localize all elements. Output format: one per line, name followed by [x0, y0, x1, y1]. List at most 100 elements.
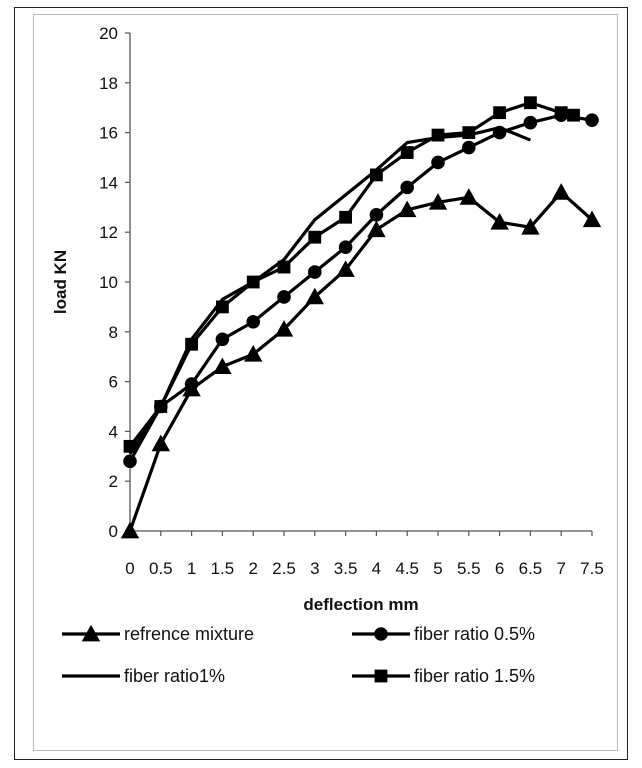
- y-axis-title: load KN: [51, 250, 70, 314]
- data-point-square: [154, 400, 168, 413]
- data-point-square: [524, 96, 537, 110]
- data-point-square: [374, 669, 388, 683]
- x-tick-label: 3: [310, 559, 319, 578]
- x-tick-label: 5.5: [457, 559, 481, 578]
- x-tick-label: 7: [556, 559, 565, 578]
- legend-item-refrence-mixture: refrence mixture: [62, 624, 254, 644]
- data-point-triangle: [552, 183, 571, 200]
- series-line: [128, 113, 593, 463]
- data-point-circle: [215, 332, 230, 347]
- data-point-triangle: [367, 220, 386, 238]
- series-layer: [120, 96, 602, 539]
- x-tick-label: 4.5: [395, 559, 419, 578]
- data-point-square: [185, 337, 198, 351]
- data-point-circle: [523, 115, 538, 130]
- data-point-square: [246, 275, 260, 289]
- data-point-triangle: [151, 434, 170, 452]
- y-tick-label: 10: [99, 273, 118, 292]
- data-point-triangle: [244, 345, 263, 362]
- data-point-circle: [338, 240, 353, 254]
- y-tick-label: 16: [99, 124, 118, 143]
- series-line: [128, 190, 594, 532]
- x-tick-label: 2.5: [272, 559, 296, 578]
- data-point-circle: [277, 290, 291, 304]
- y-tick-label: 18: [99, 74, 118, 93]
- legend-label: fiber ratio1%: [124, 666, 225, 686]
- x-tick-labels: 0 0.5 1 1.5 2 2.5 3 3.5 4 4.5 5 5.5 6 6.5 7 7.5: [125, 531, 604, 578]
- y-tick-label: 4: [109, 422, 118, 441]
- data-point-triangle: [336, 260, 355, 277]
- x-tick-label: 6: [495, 559, 504, 578]
- y-tick-label: 20: [99, 24, 118, 43]
- x-tick-label: 1.5: [211, 559, 235, 578]
- x-tick-label: 0: [125, 559, 134, 578]
- data-point-triangle: [274, 320, 294, 337]
- y-tick-label: 2: [109, 472, 118, 491]
- legend: refrence mixture fiber ratio 0.5% fiber …: [62, 624, 535, 686]
- y-tick-label: 0: [109, 522, 118, 541]
- figure-outer-border: [14, 7, 628, 760]
- legend-item-fiber-ratio-1: fiber ratio1%: [62, 666, 225, 686]
- x-tick-label: 4: [372, 559, 381, 578]
- axes: [129, 33, 592, 532]
- legend-label: refrence mixture: [124, 624, 254, 644]
- x-tick-label: 2: [248, 559, 257, 578]
- legend-label: fiber ratio 0.5%: [414, 624, 535, 644]
- data-point-triangle: [582, 210, 602, 228]
- x-tick-label: 5: [433, 559, 442, 578]
- data-point-square: [431, 128, 445, 142]
- data-point-circle: [431, 155, 445, 170]
- x-tick-label: 1: [187, 559, 196, 578]
- data-point-circle: [400, 180, 415, 195]
- data-point-circle: [374, 627, 388, 641]
- data-point-circle: [123, 454, 137, 469]
- data-point-square: [123, 439, 137, 453]
- data-point-square: [554, 106, 568, 120]
- x-axis-title: deflection mm: [303, 595, 418, 614]
- x-tick-label: 6.5: [519, 559, 543, 578]
- x-tick-label: 7.5: [580, 559, 604, 578]
- series-line: [128, 101, 574, 448]
- x-tick-label: 0.5: [149, 559, 173, 578]
- data-point-square: [308, 230, 322, 244]
- data-point-triangle: [459, 188, 478, 205]
- y-tick-labels: 0 2 4 6 8 10 12 14 16 18 20: [99, 24, 130, 541]
- data-point-circle: [308, 265, 322, 279]
- data-point-square: [567, 108, 580, 122]
- series-line: [128, 126, 531, 455]
- data-point-square: [277, 260, 291, 274]
- legend-label: fiber ratio 1.5%: [414, 666, 535, 686]
- data-point-triangle: [521, 218, 540, 235]
- data-point-triangle: [490, 213, 509, 230]
- chart-area-border: [33, 14, 618, 751]
- data-point-square: [339, 210, 352, 224]
- data-point-triangle: [305, 287, 324, 305]
- y-tick-label: 12: [99, 223, 118, 242]
- data-point-square: [400, 146, 414, 159]
- data-point-triangle: [213, 357, 232, 375]
- series-2: [123, 108, 599, 469]
- data-point-circle: [246, 315, 260, 329]
- data-point-circle: [184, 377, 199, 391]
- data-point-circle: [585, 113, 599, 127]
- data-point-circle: [369, 207, 384, 222]
- data-point-square: [493, 106, 506, 120]
- data-point-triangle: [428, 193, 448, 210]
- series-1: [120, 183, 602, 539]
- y-tick-label: 8: [109, 323, 118, 342]
- data-point-triangle: [398, 200, 417, 218]
- series-3: [128, 126, 531, 455]
- data-point-square: [462, 126, 476, 139]
- data-point-square: [216, 300, 229, 314]
- legend-item-fiber-ratio-1-5: fiber ratio 1.5%: [352, 666, 535, 686]
- data-point-square: [370, 168, 383, 182]
- x-tick-label: 3.5: [334, 559, 358, 578]
- data-point-triangle: [120, 521, 140, 539]
- y-tick-label: 6: [109, 373, 118, 392]
- legend-item-fiber-ratio-0-5: fiber ratio 0.5%: [352, 624, 535, 644]
- series-4: [123, 96, 580, 453]
- data-point-triangle: [81, 624, 101, 642]
- y-tick-label: 14: [99, 173, 118, 192]
- data-point-circle: [462, 140, 476, 155]
